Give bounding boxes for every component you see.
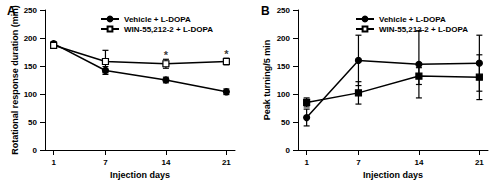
svg-text:200: 200 xyxy=(24,34,38,43)
svg-text:21: 21 xyxy=(475,158,484,167)
svg-text:B: B xyxy=(261,4,270,18)
svg-text:200: 200 xyxy=(277,34,291,43)
svg-text:250: 250 xyxy=(24,6,38,15)
svg-text:Injection days: Injection days xyxy=(110,170,170,180)
svg-text:100: 100 xyxy=(24,90,38,99)
svg-text:WIN-55,212-2 + L-DOPA: WIN-55,212-2 + L-DOPA xyxy=(124,25,213,34)
svg-text:14: 14 xyxy=(414,158,423,167)
svg-text:Vehicle + L-DOPA: Vehicle + L-DOPA xyxy=(124,15,191,24)
svg-text:Vehicle + L-DOPA: Vehicle + L-DOPA xyxy=(379,15,446,24)
svg-text:1: 1 xyxy=(51,158,56,167)
svg-text:7: 7 xyxy=(356,158,361,167)
svg-text:50: 50 xyxy=(28,118,37,127)
svg-text:*: * xyxy=(164,49,169,61)
svg-text:100: 100 xyxy=(277,90,291,99)
svg-text:50: 50 xyxy=(281,118,290,127)
svg-text:Rotational response duration (: Rotational response duration (min) xyxy=(10,5,20,155)
svg-text:WIN-55,212-2 + L-DOPA: WIN-55,212-2 + L-DOPA xyxy=(379,25,468,34)
svg-text:1: 1 xyxy=(304,158,309,167)
svg-text:0: 0 xyxy=(33,146,38,155)
svg-text:A: A xyxy=(7,4,16,18)
svg-text:Peak turning/5 min: Peak turning/5 min xyxy=(262,40,272,121)
svg-text:Injection days: Injection days xyxy=(363,170,423,180)
svg-text:150: 150 xyxy=(24,62,38,71)
svg-text:21: 21 xyxy=(222,158,231,167)
svg-text:250: 250 xyxy=(277,6,291,15)
svg-text:7: 7 xyxy=(103,158,108,167)
svg-text:150: 150 xyxy=(277,62,291,71)
svg-text:0: 0 xyxy=(286,146,291,155)
svg-text:14: 14 xyxy=(161,158,170,167)
svg-text:*: * xyxy=(224,48,229,60)
